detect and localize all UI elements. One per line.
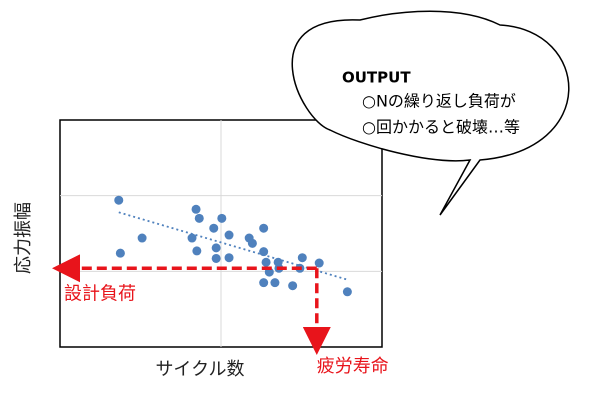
data-point bbox=[224, 230, 234, 240]
y-axis-label: 応力振幅 bbox=[13, 202, 34, 274]
data-point bbox=[217, 213, 227, 223]
x-axis-label: サイクル数 bbox=[155, 359, 244, 380]
data-point bbox=[192, 246, 202, 256]
data-point bbox=[342, 287, 352, 297]
data-point bbox=[137, 233, 147, 243]
design-load-label: 設計負荷 bbox=[64, 283, 136, 304]
data-point bbox=[211, 243, 221, 253]
data-point bbox=[259, 223, 269, 233]
data-point bbox=[297, 253, 307, 263]
data-point bbox=[224, 253, 234, 263]
callout-title: OUTPUT bbox=[342, 69, 411, 87]
data-point bbox=[314, 258, 324, 268]
data-point bbox=[247, 238, 257, 248]
data-point bbox=[115, 248, 125, 258]
callout-line: ○Nの繰り返し負荷が bbox=[362, 92, 516, 111]
data-point bbox=[194, 213, 204, 223]
data-point bbox=[187, 233, 197, 243]
callout-line: ○回かかると破壊…等 bbox=[362, 118, 520, 137]
data-point bbox=[261, 257, 271, 267]
data-point bbox=[259, 247, 269, 257]
data-point bbox=[259, 278, 269, 288]
speech-bubble bbox=[291, 10, 570, 216]
data-point bbox=[211, 253, 221, 263]
data-point bbox=[209, 223, 219, 233]
data-point bbox=[288, 281, 298, 291]
data-point bbox=[191, 204, 201, 214]
data-point bbox=[114, 195, 124, 205]
data-point bbox=[270, 278, 280, 288]
fatigue-life-label: 疲労寿命 bbox=[317, 356, 389, 377]
